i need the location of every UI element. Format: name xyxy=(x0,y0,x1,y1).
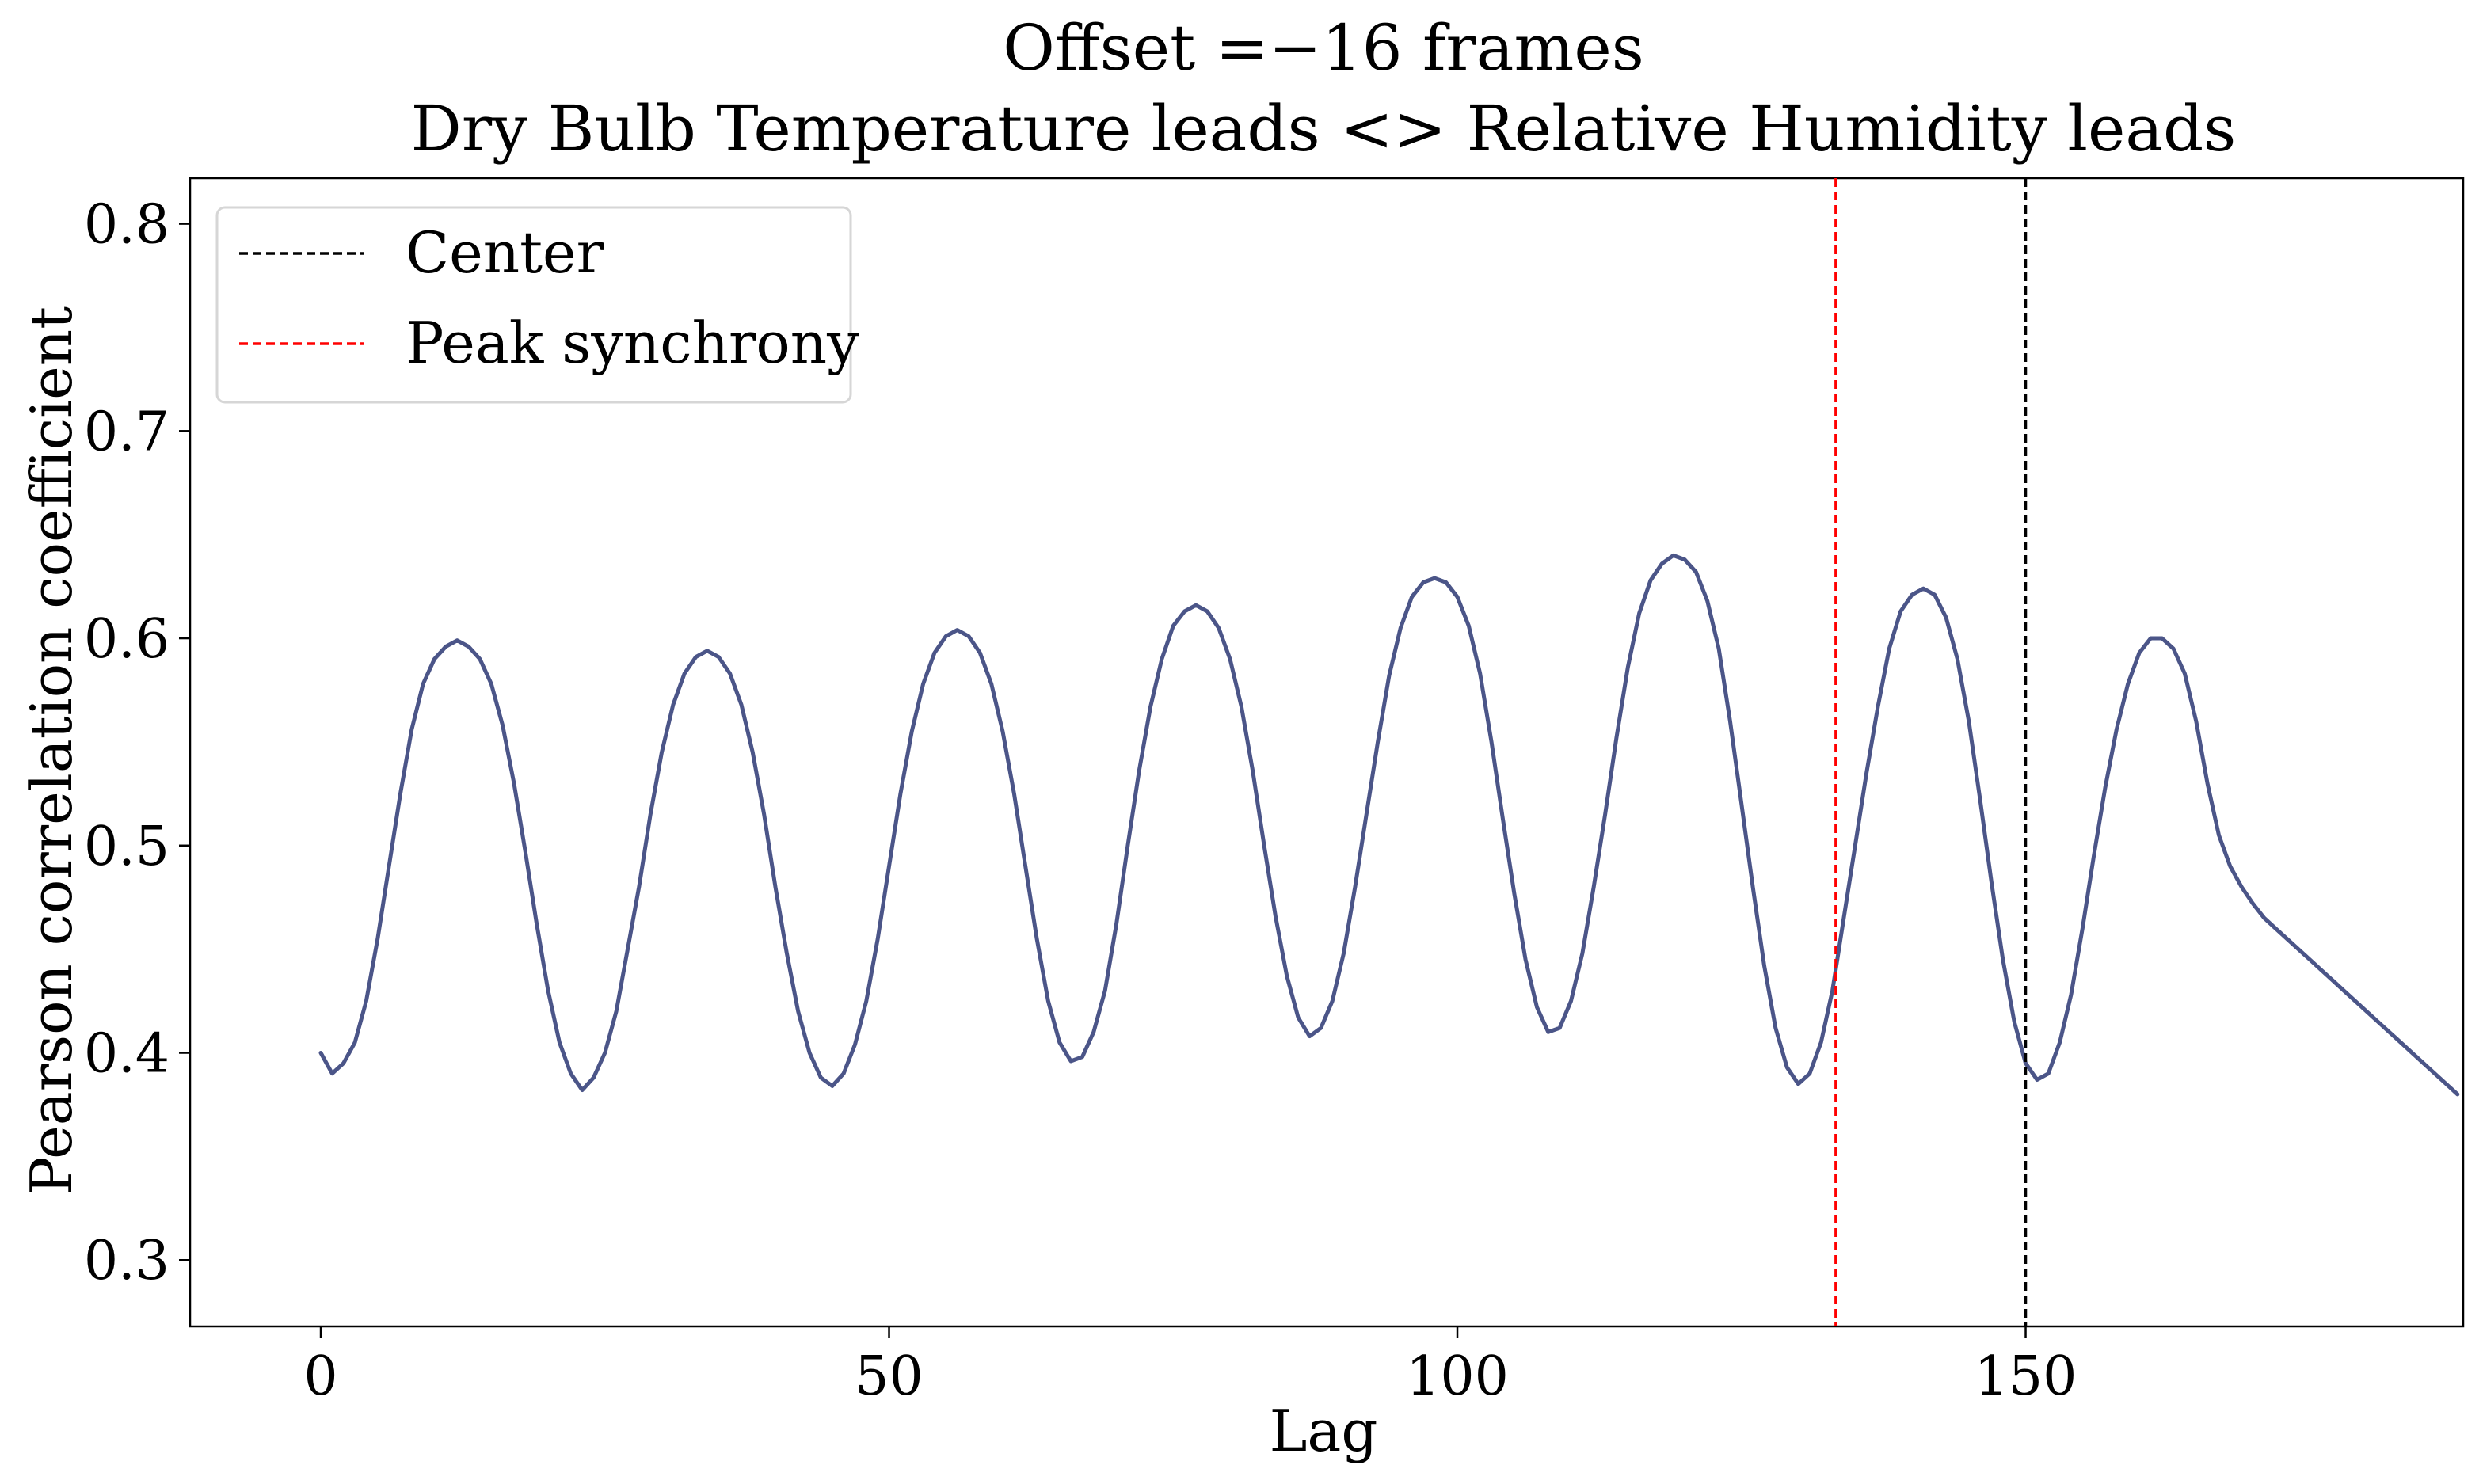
y-tick-label: 0.8 xyxy=(84,194,169,257)
y-tick-label: 0.7 xyxy=(84,401,169,463)
legend-peak-label: Peak synchrony xyxy=(406,310,859,376)
x-tick-label: 50 xyxy=(855,1345,924,1408)
legend-center-label: Center xyxy=(406,219,604,286)
plot-area: 0 50 100 150 0.3 0.4 0.5 0.6 0.7 0.8 xyxy=(84,177,2465,1408)
chart-title: Offset =−16 frames xyxy=(1003,11,1644,85)
y-tick-label: 0.6 xyxy=(84,608,169,671)
series-line xyxy=(318,553,2460,1097)
chart-marks xyxy=(318,178,2460,1326)
y-tick-label: 0.3 xyxy=(84,1230,169,1292)
y-tick-label: 0.4 xyxy=(84,1023,169,1086)
x-tick-label: 150 xyxy=(1975,1345,2077,1408)
legend-box xyxy=(215,206,852,404)
plot-frame xyxy=(189,177,2465,1328)
y-tick-label: 0.5 xyxy=(84,816,169,878)
y-axis-label: Pearson correlation coefficient xyxy=(18,306,85,1195)
chart-subtitle: Dry Bulb Temperature leads <> Relative H… xyxy=(411,92,2237,166)
legend: Center Peak synchrony xyxy=(215,206,859,404)
x-tick-label: 100 xyxy=(1406,1345,1509,1408)
x-tick-label: 0 xyxy=(303,1345,337,1408)
x-axis-label: Lag xyxy=(1270,1398,1378,1464)
